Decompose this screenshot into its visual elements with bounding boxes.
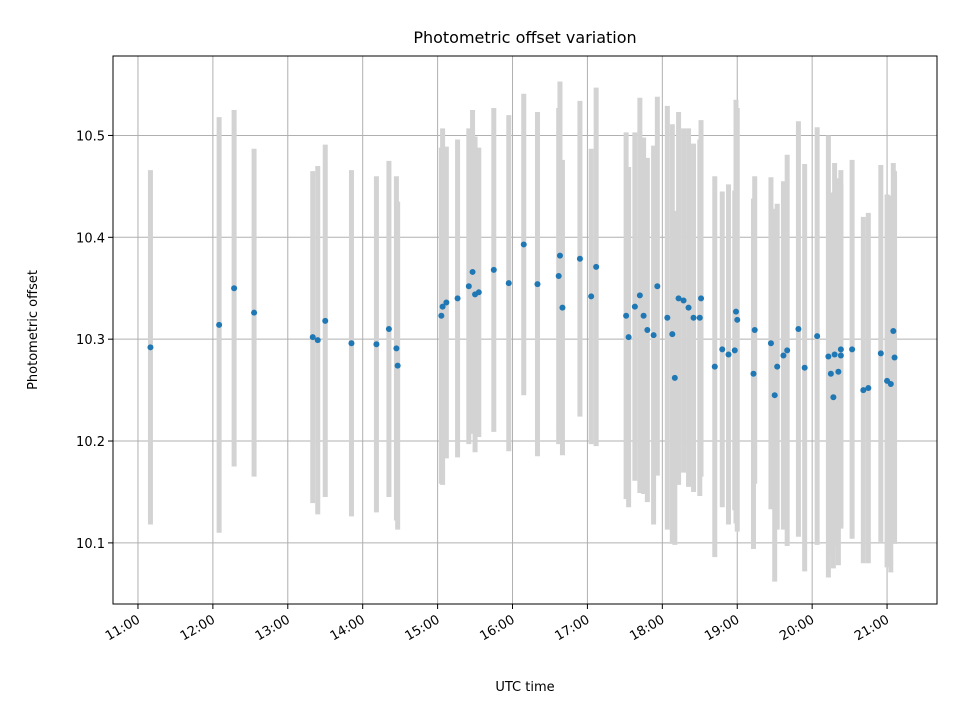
data-point: [814, 333, 821, 340]
data-point: [827, 370, 834, 377]
data-point: [373, 341, 380, 348]
data-point: [636, 292, 643, 299]
y-axis-label: Photometric offset: [26, 270, 41, 390]
data-point: [849, 346, 856, 353]
data-point: [216, 321, 223, 328]
x-axis-label: UTC time: [495, 680, 554, 695]
data-point: [767, 340, 774, 347]
y-tick-label: 10.4: [76, 231, 105, 246]
x-tick-label: 19:00: [702, 612, 742, 644]
data-point-layer: [147, 241, 898, 401]
data-point: [719, 346, 726, 353]
data-point: [698, 295, 705, 302]
data-point: [555, 273, 562, 280]
data-point: [860, 387, 867, 394]
data-point: [690, 314, 697, 321]
data-point: [801, 364, 808, 371]
data-point: [231, 285, 238, 292]
data-point: [865, 385, 872, 392]
data-point: [784, 347, 791, 354]
data-point: [771, 392, 778, 399]
data-point: [454, 295, 461, 302]
data-point: [671, 374, 678, 381]
x-tick-label: 18:00: [627, 612, 667, 644]
data-point: [469, 268, 476, 275]
data-point: [831, 351, 838, 358]
x-tick-label: 17:00: [552, 612, 592, 644]
data-point: [750, 370, 757, 377]
data-point: [576, 255, 583, 262]
data-point: [675, 295, 682, 302]
x-tick-label: 12:00: [178, 612, 218, 644]
data-point: [559, 304, 566, 311]
data-point: [734, 316, 741, 323]
data-point: [890, 328, 897, 335]
data-point: [631, 303, 638, 310]
data-point: [394, 362, 401, 369]
data-point: [593, 263, 600, 270]
data-point: [438, 312, 445, 319]
data-point: [556, 252, 563, 259]
y-tick-label: 10.2: [76, 435, 105, 450]
data-point: [795, 325, 802, 332]
data-point: [825, 353, 832, 360]
data-point: [830, 394, 837, 401]
data-point: [680, 297, 687, 304]
x-tick-label: 13:00: [253, 612, 293, 644]
error-bar-layer: [147, 81, 898, 582]
data-point: [251, 309, 258, 316]
y-tick-label: 10.1: [76, 537, 105, 552]
data-point: [443, 299, 450, 306]
data-point: [640, 312, 647, 319]
data-point: [780, 352, 787, 359]
data-point: [348, 340, 355, 347]
data-point: [505, 280, 512, 287]
data-point: [520, 241, 527, 248]
data-point: [837, 346, 844, 353]
data-point: [465, 283, 472, 290]
data-point: [654, 283, 661, 290]
data-point: [774, 363, 781, 370]
data-point: [835, 368, 842, 375]
data-point: [623, 312, 630, 319]
data-point: [393, 345, 400, 352]
data-point: [534, 281, 541, 288]
data-point: [731, 347, 738, 354]
data-point: [644, 327, 651, 333]
x-tick-label: 16:00: [478, 612, 518, 644]
data-point: [385, 325, 392, 332]
data-point: [751, 327, 758, 333]
y-tick-label: 10.5: [76, 129, 105, 144]
data-point: [891, 354, 898, 361]
data-point: [732, 308, 739, 315]
data-point: [309, 334, 316, 341]
plot-frame: [112, 55, 938, 605]
data-point: [490, 266, 497, 273]
data-point: [650, 332, 657, 339]
data-point: [711, 363, 718, 370]
data-point: [685, 304, 692, 311]
x-tick-label: 11:00: [103, 612, 143, 644]
x-tick-label: 21:00: [852, 612, 892, 644]
data-point: [877, 350, 884, 357]
y-tick-label: 10.3: [76, 333, 105, 348]
x-tick-label: 14:00: [328, 612, 368, 644]
x-tick-label: 15:00: [403, 612, 443, 644]
x-tick-label: 20:00: [777, 612, 817, 644]
data-point: [322, 317, 329, 324]
data-point: [887, 380, 894, 387]
data-point: [439, 303, 446, 310]
data-point: [725, 351, 732, 358]
data-point: [314, 337, 321, 344]
data-point: [664, 314, 671, 321]
data-point: [837, 352, 844, 359]
data-point: [588, 293, 595, 300]
data-point: [696, 314, 703, 321]
chart-title: Photometric offset variation: [413, 28, 636, 47]
data-point: [669, 331, 676, 338]
data-point: [475, 289, 482, 296]
data-point: [625, 334, 632, 341]
data-point: [147, 344, 154, 351]
